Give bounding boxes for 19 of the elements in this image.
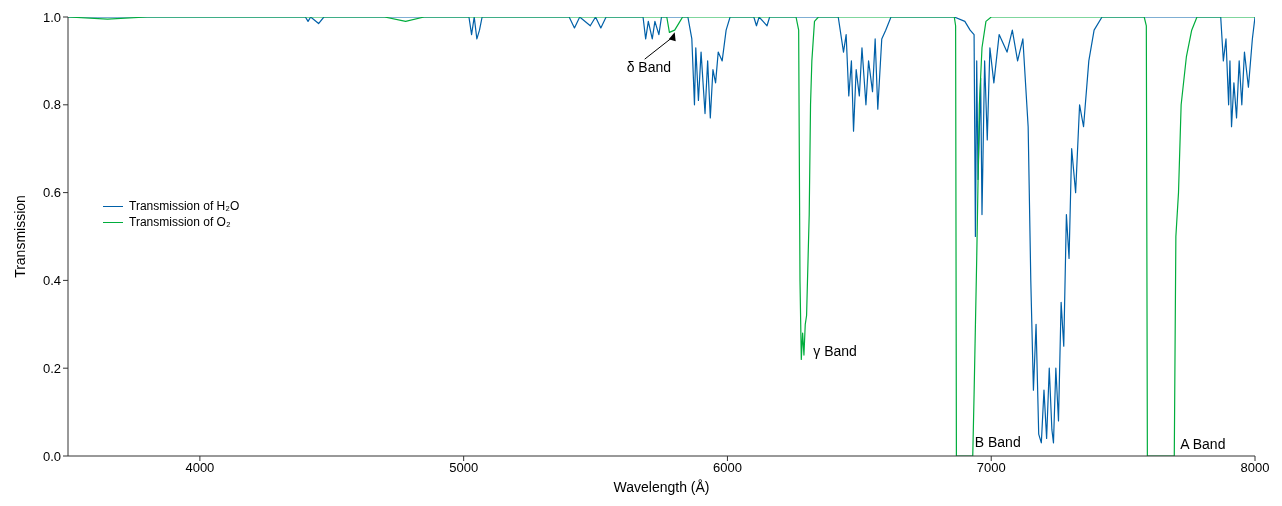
legend-label: Transmission of O₂ — [129, 214, 231, 230]
x-tick-label: 8000 — [1240, 460, 1270, 476]
y-axis-title: Transmission — [11, 195, 28, 278]
annotation: δ Band — [626, 59, 672, 76]
y-tick-label: 0.2 — [42, 360, 61, 376]
x-tick-label: 5000 — [449, 460, 479, 476]
annotation: γ Band — [813, 343, 857, 360]
y-tick-label: 1.0 — [42, 9, 61, 25]
y-tick-label: 0.6 — [42, 185, 61, 201]
x-axis-title: Wavelength (Å) — [613, 479, 710, 495]
legend-label: Transmission of H₂O — [129, 198, 240, 214]
annotation: A Band — [1180, 436, 1226, 452]
x-tick-label: 4000 — [185, 460, 215, 476]
x-tick-label: 7000 — [976, 460, 1006, 476]
y-tick-label: 0.8 — [42, 97, 61, 113]
y-tick-label: 0.4 — [42, 273, 61, 289]
annotation: B Band — [974, 434, 1021, 450]
y-tick-label: 0.0 — [42, 448, 61, 464]
x-tick-label: 6000 — [712, 460, 742, 476]
